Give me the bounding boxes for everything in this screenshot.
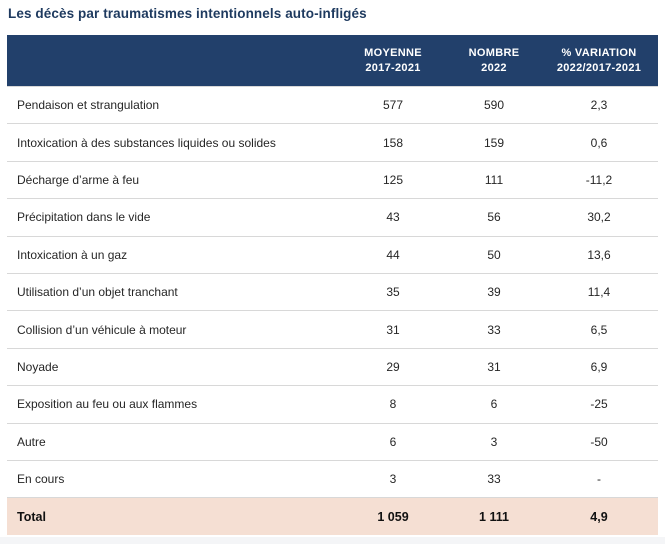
table-row: Précipitation dans le vide 43 56 30,2	[7, 199, 658, 237]
row-moyenne: 29	[386, 359, 400, 374]
row-moyenne: 43	[386, 210, 400, 225]
row-label: Intoxication à un gaz	[17, 247, 128, 262]
col-header-variation-line1: % VARIATION	[561, 46, 637, 59]
col-header-nombre-line1: NOMBRE	[468, 46, 520, 59]
row-moyenne: 8	[389, 397, 397, 412]
row-label: Précipitation dans le vide	[17, 210, 151, 225]
row-variation: 0,6	[590, 135, 608, 150]
row-nombre: 56	[487, 210, 501, 225]
row-nombre: 590	[483, 98, 505, 113]
row-variation: -50	[590, 434, 608, 449]
table-row: Intoxication à un gaz 44 50 13,6	[7, 237, 658, 274]
table-row: Décharge d’arme à feu 125 111 -11,2	[7, 162, 658, 200]
table-header: MOYENNE 2017-2021 NOMBRE 2022 % VARIATIO…	[7, 35, 658, 86]
row-nombre: 33	[487, 472, 501, 487]
row-label: Noyade	[17, 359, 59, 374]
row-variation: 2,3	[590, 98, 608, 113]
table-row: Intoxication à des substances liquides o…	[7, 124, 658, 162]
table-row: Utilisation d’un objet tranchant 35 39 1…	[7, 274, 658, 312]
row-label: Autre	[17, 434, 46, 449]
row-moyenne: 35	[386, 285, 400, 300]
row-nombre: 31	[487, 359, 501, 374]
col-header-moyenne-line2: 2017-2021	[365, 61, 421, 74]
row-variation: -	[597, 472, 601, 487]
row-nombre: 159	[483, 135, 505, 150]
row-moyenne: 31	[386, 322, 400, 337]
table-row: Noyade 29 31 6,9	[7, 349, 658, 387]
row-variation: -25	[590, 397, 608, 412]
row-label: Décharge d’arme à feu	[17, 172, 140, 187]
row-moyenne: 3	[389, 472, 397, 487]
total-moyenne: 1 059	[377, 509, 409, 524]
total-variation: 4,9	[590, 509, 608, 524]
col-header-variation-line2: 2022/2017-2021	[556, 61, 642, 74]
row-variation: 6,5	[590, 322, 608, 337]
row-nombre: 3	[490, 434, 498, 449]
row-moyenne: 577	[382, 98, 404, 113]
col-header-moyenne: MOYENNE 2017-2021	[338, 46, 448, 76]
row-label: Exposition au feu ou aux flammes	[17, 397, 198, 412]
col-header-variation: % VARIATION 2022/2017-2021	[540, 46, 658, 76]
row-label: En cours	[17, 472, 65, 487]
row-nombre: 6	[490, 397, 498, 412]
table-row: Collision d’un véhicule à moteur 31 33 6…	[7, 311, 658, 349]
row-variation: 30,2	[587, 210, 611, 225]
row-moyenne: 6	[389, 434, 397, 449]
table-total-row: Total 1 059 1 111 4,9	[7, 498, 658, 535]
row-variation: -11,2	[585, 172, 613, 187]
row-moyenne: 44	[386, 247, 400, 262]
col-header-nombre-line2: 2022	[481, 61, 507, 74]
table-row: Pendaison et strangulation 577 590 2,3	[7, 87, 658, 125]
table-row: Exposition au feu ou aux flammes 8 6 -25	[7, 386, 658, 424]
row-nombre: 33	[487, 322, 501, 337]
row-variation: 13,6	[587, 247, 611, 262]
row-nombre: 111	[484, 172, 504, 187]
table-row: En cours 3 33 -	[7, 461, 658, 499]
row-moyenne: 125	[382, 172, 404, 187]
row-variation: 11,4	[587, 285, 611, 300]
row-label: Pendaison et strangulation	[17, 98, 160, 113]
row-label: Collision d’un véhicule à moteur	[17, 322, 187, 337]
row-nombre: 39	[487, 285, 501, 300]
row-label: Utilisation d’un objet tranchant	[17, 285, 178, 300]
total-nombre: 1 111	[479, 509, 509, 524]
row-nombre: 50	[487, 247, 501, 262]
total-label: Total	[17, 509, 46, 524]
col-header-nombre: NOMBRE 2022	[448, 46, 540, 76]
table-body: Pendaison et strangulation 577 590 2,3 I…	[7, 86, 658, 499]
table-row: Autre 6 3 -50	[7, 424, 658, 461]
row-variation: 6,9	[590, 359, 608, 374]
col-header-moyenne-line1: MOYENNE	[364, 46, 422, 59]
page-title: Les décès par traumatismes intentionnels…	[8, 6, 367, 21]
bottom-strip	[0, 537, 665, 544]
data-table: MOYENNE 2017-2021 NOMBRE 2022 % VARIATIO…	[7, 35, 658, 535]
row-moyenne: 158	[382, 135, 404, 150]
row-label: Intoxication à des substances liquides o…	[17, 135, 276, 150]
